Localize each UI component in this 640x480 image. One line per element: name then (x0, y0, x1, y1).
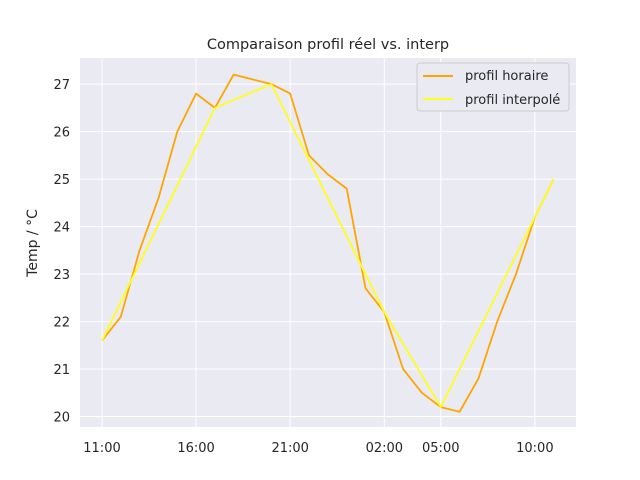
y-tick-label: 24 (53, 221, 70, 236)
series-layer (101, 73, 555, 413)
x-tick-label: 11:00 (83, 441, 120, 456)
x-tick-label: 05:00 (422, 441, 459, 456)
x-tick-labels: 11:00 16:00 21:00 02:00 05:00 10:00 (83, 441, 553, 456)
legend-label-profil-horaire: profil horaire (465, 69, 548, 84)
legend: profil horaire profil interpolé (416, 62, 570, 112)
y-tick-label: 25 (53, 173, 70, 188)
x-tick-label: 16:00 (177, 441, 214, 456)
chart-title: Comparaison profil réel vs. interp (207, 37, 449, 53)
y-tick-label: 23 (53, 268, 70, 283)
x-tick-label: 21:00 (271, 441, 308, 456)
y-tick-label: 21 (53, 363, 70, 378)
x-tick-label: 02:00 (366, 441, 403, 456)
x-tick-label: 10:00 (516, 441, 553, 456)
y-tick-label: 20 (53, 411, 70, 426)
y-tick-label: 27 (53, 78, 70, 93)
y-tick-label: 22 (53, 316, 70, 331)
x-gridlines (101, 58, 536, 427)
series-line-1 (101, 83, 555, 409)
y-tick-labels: 20 21 22 23 24 25 26 27 (53, 78, 70, 425)
series-line-0 (101, 73, 555, 413)
plot-background (80, 58, 576, 427)
legend-label-profil-interpole: profil interpolé (465, 93, 560, 108)
legend-box (416, 62, 570, 112)
y-gridlines (80, 83, 576, 418)
y-tick-label: 26 (53, 126, 70, 141)
y-axis-label: Temp / °C (25, 209, 41, 278)
